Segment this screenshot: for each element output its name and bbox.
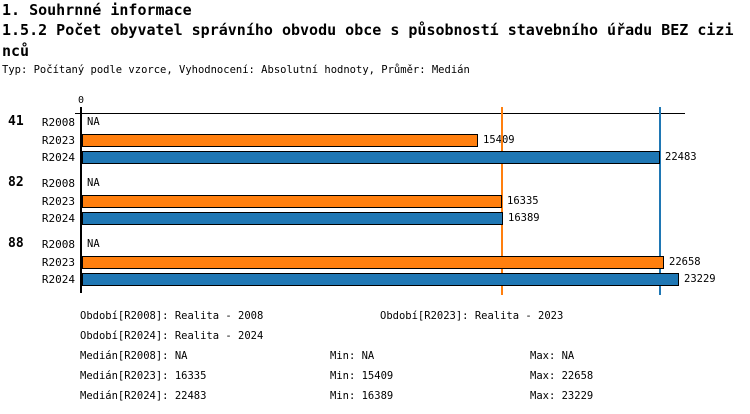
- bar-41-R2024: [82, 151, 660, 164]
- legend-max-medi-n-r2024--: Max: 23229: [530, 390, 594, 402]
- bar-88-R2023: [82, 256, 664, 269]
- row-label-41-R2008: R2008: [41, 116, 75, 129]
- row-label-88-R2008: R2008: [41, 238, 75, 251]
- legend-min-medi-n-r2008--: Min: NA: [330, 350, 375, 362]
- section-title: 1. Souhrnné informace: [2, 1, 192, 19]
- bar-value-82-R2008: NA: [87, 177, 100, 189]
- bar-value-41-R2024: 22483: [665, 151, 697, 163]
- row-label-41-R2023: R2023: [41, 134, 75, 147]
- bar-value-88-R2008: NA: [87, 238, 100, 250]
- axis-baseline: [80, 107, 82, 293]
- bar-88-R2024: [82, 273, 679, 286]
- legend-min-medi-n-r2023--: Min: 15409: [330, 370, 394, 382]
- chart-title-line2: nců: [2, 42, 30, 60]
- bar-value-88-R2023: 22658: [669, 256, 701, 268]
- chart-subtitle: Typ: Počítaný podle vzorce, Vyhodnocení:…: [2, 64, 470, 76]
- row-label-82-R2024: R2024: [41, 212, 75, 225]
- bar-82-R2024: [82, 212, 503, 225]
- reference-line-median-R2023: [501, 107, 503, 295]
- bar-value-82-R2024: 16389: [508, 212, 540, 224]
- row-label-82-R2023: R2023: [41, 195, 75, 208]
- legend-obdobi-r2008: Období[R2008]: Realita - 2008: [80, 310, 264, 322]
- bar-value-88-R2024: 23229: [684, 273, 716, 285]
- bar-value-41-R2023: 15409: [483, 134, 515, 146]
- bar-value-41-R2008: NA: [87, 116, 100, 128]
- group-label-88: 88: [8, 236, 24, 251]
- legend-obdobi-r2023: Období[R2023]: Realita - 2023: [380, 310, 564, 322]
- bar-41-R2023: [82, 134, 478, 147]
- row-label-41-R2024: R2024: [41, 151, 75, 164]
- bar-value-82-R2023: 16335: [507, 195, 539, 207]
- row-label-88-R2024: R2024: [41, 273, 75, 286]
- legend-median-medi-n-r2008--: Medián[R2008]: NA: [80, 350, 188, 362]
- legend-median-medi-n-r2023--: Medián[R2023]: 16335: [80, 370, 207, 382]
- group-label-41: 41: [8, 114, 24, 129]
- group-label-82: 82: [8, 175, 24, 190]
- reference-line-median-R2024: [659, 107, 661, 295]
- legend-max-medi-n-r2008--: Max: NA: [530, 350, 575, 362]
- legend-median-medi-n-r2024--: Medián[R2024]: 22483: [80, 390, 207, 402]
- bar-82-R2023: [82, 195, 502, 208]
- legend-min-medi-n-r2024--: Min: 16389: [330, 390, 394, 402]
- chart-title-line1: 1.5.2 Počet obyvatel správního obvodu ob…: [2, 21, 734, 39]
- row-label-82-R2008: R2008: [41, 177, 75, 190]
- axis-top-line: [75, 113, 685, 114]
- legend-max-medi-n-r2023--: Max: 22658: [530, 370, 594, 382]
- axis-zero-label: 0: [77, 95, 85, 106]
- row-label-88-R2023: R2023: [41, 256, 75, 269]
- legend-obdobi-r2024: Období[R2024]: Realita - 2024: [80, 330, 264, 342]
